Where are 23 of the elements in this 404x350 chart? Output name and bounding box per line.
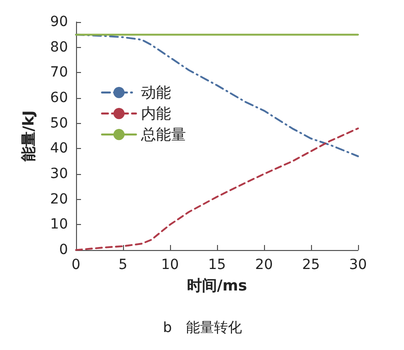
y-tick-label: 30 xyxy=(50,166,68,182)
x-tick-label: 30 xyxy=(349,257,367,273)
y-tick-label: 50 xyxy=(50,115,68,132)
y-tick-label: 40 xyxy=(50,140,68,157)
y-tick-label: 70 xyxy=(50,64,68,81)
x-tick-label: 0 xyxy=(72,257,80,273)
x-tick-label: 10 xyxy=(161,257,179,273)
legend-label: 动能 xyxy=(141,84,171,102)
legend-label: 总能量 xyxy=(140,126,186,144)
y-tick-label: 90 xyxy=(50,14,68,30)
x-tick-label: 5 xyxy=(118,257,128,273)
text: b 能量转化 xyxy=(163,320,242,336)
y-tick-label: 80 xyxy=(50,39,68,56)
y-tick-label: 10 xyxy=(50,216,68,233)
x-tick-label: 15 xyxy=(208,257,226,273)
y-tick-label: 20 xyxy=(50,191,68,208)
y-tick-label: 0 xyxy=(59,242,68,258)
x-tick-label: 25 xyxy=(302,257,320,273)
y-axis-title: 能量/kJ xyxy=(20,110,38,162)
y-tick-label: 60 xyxy=(50,90,68,106)
x-tick-label: 20 xyxy=(255,257,273,273)
x-axis-title: 时间/ms xyxy=(186,276,248,294)
legend-label: 内能 xyxy=(141,104,171,122)
